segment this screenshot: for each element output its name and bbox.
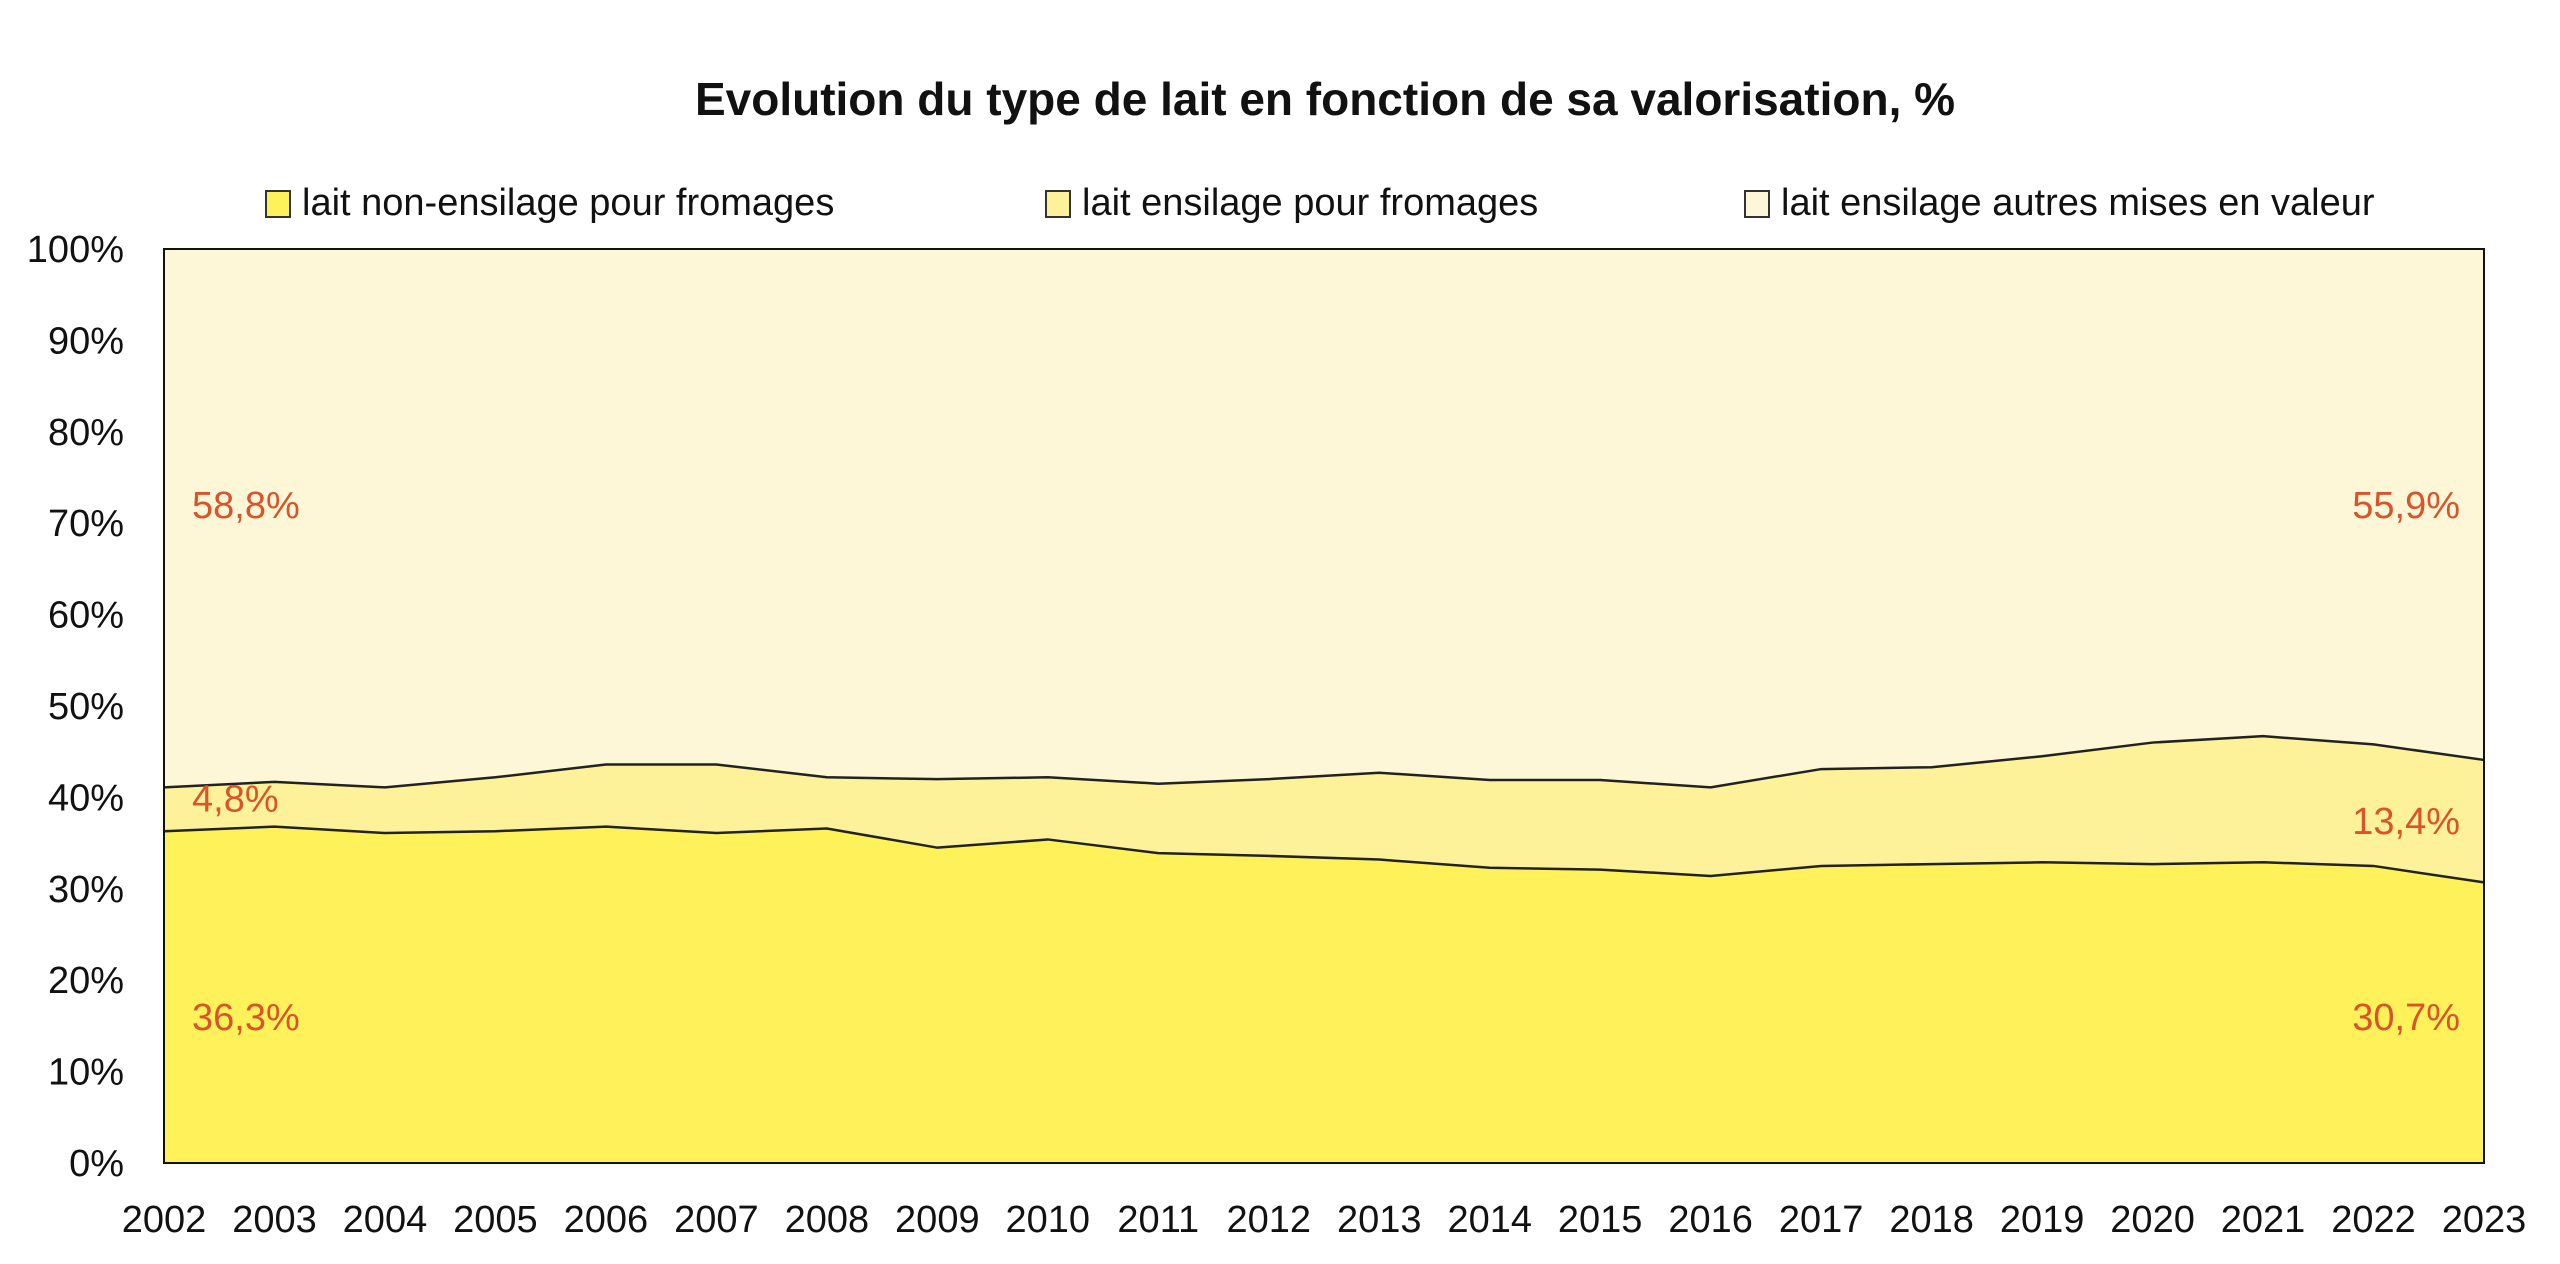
- y-tick-label: 30%: [48, 869, 124, 911]
- x-tick-label: 2020: [2110, 1199, 2195, 1241]
- x-tick-label: 2013: [1337, 1199, 1422, 1241]
- x-tick-label: 2012: [1226, 1199, 1311, 1241]
- legend-label: lait non-ensilage pour fromages: [302, 182, 834, 224]
- x-tick-label: 2004: [343, 1199, 428, 1241]
- area-outline-0: [163, 825, 2485, 884]
- area-outline-1: [163, 734, 2485, 789]
- legend-label: lait ensilage autres mises en valeur: [1781, 182, 2375, 224]
- x-tick-label: 2003: [232, 1199, 317, 1241]
- data-label: 58,8%: [192, 485, 300, 527]
- area-1: [164, 736, 2484, 883]
- x-tick-label: 2014: [1447, 1199, 1532, 1241]
- area-0: [164, 826, 2484, 1163]
- x-tick-label: 2009: [895, 1199, 980, 1241]
- x-axis: 2002 2003 2004 2005 2006 2007 2008 2009 2010 2011…: [122, 1199, 2527, 1241]
- y-tick-label: 80%: [48, 412, 124, 454]
- data-label: 4,8%: [192, 778, 279, 820]
- plot-frame: [163, 248, 2485, 1164]
- x-tick-label: 2006: [564, 1199, 649, 1241]
- x-tick-label: 2015: [1558, 1199, 1643, 1241]
- y-tick-label: 20%: [48, 960, 124, 1002]
- chart-title: Evolution du type de lait en fonction de…: [695, 73, 1955, 125]
- y-tick-label: 100%: [27, 229, 124, 271]
- legend-swatch: [1744, 190, 1770, 218]
- data-labels: 58,8% 4,8% 36,3% 55,9% 13,4% 30,7%: [192, 485, 2460, 1039]
- data-label: 13,4%: [2352, 801, 2460, 843]
- y-axis: 0% 10% 20% 30% 40% 50% 60% 70% 80% 90% 100%: [27, 229, 124, 1185]
- y-tick-label: 40%: [48, 777, 124, 819]
- y-tick-label: 10%: [48, 1052, 124, 1094]
- x-tick-label: 2011: [1117, 1199, 1199, 1241]
- x-tick-label: 2010: [1006, 1199, 1091, 1241]
- x-tick-label: 2018: [1889, 1199, 1974, 1241]
- legend-swatch: [265, 190, 291, 218]
- x-tick-label: 2002: [122, 1199, 207, 1241]
- x-tick-label: 2019: [2000, 1199, 2085, 1241]
- areas: [164, 249, 2484, 1163]
- data-label: 36,3%: [192, 997, 300, 1039]
- legend-label: lait ensilage pour fromages: [1082, 182, 1538, 224]
- data-label: 55,9%: [2352, 485, 2460, 527]
- x-tick-label: 2021: [2221, 1199, 2306, 1241]
- area-2: [164, 249, 2484, 788]
- legend: lait non-ensilage pour fromages lait ensi…: [265, 182, 2375, 224]
- y-tick-label: 0%: [69, 1143, 124, 1185]
- x-tick-label: 2016: [1668, 1199, 1753, 1241]
- y-tick-label: 70%: [48, 503, 124, 545]
- x-tick-label: 2007: [674, 1199, 759, 1241]
- y-tick-label: 90%: [48, 320, 124, 362]
- x-tick-label: 2023: [2442, 1199, 2527, 1241]
- x-tick-label: 2017: [1779, 1199, 1864, 1241]
- x-tick-label: 2022: [2331, 1199, 2416, 1241]
- x-tick-label: 2005: [453, 1199, 538, 1241]
- y-tick-label: 50%: [48, 686, 124, 728]
- data-label: 30,7%: [2352, 997, 2460, 1039]
- area-outlines: [163, 734, 2485, 884]
- y-tick-label: 60%: [48, 595, 124, 637]
- x-tick-label: 2008: [785, 1199, 870, 1241]
- legend-swatch: [1045, 190, 1071, 218]
